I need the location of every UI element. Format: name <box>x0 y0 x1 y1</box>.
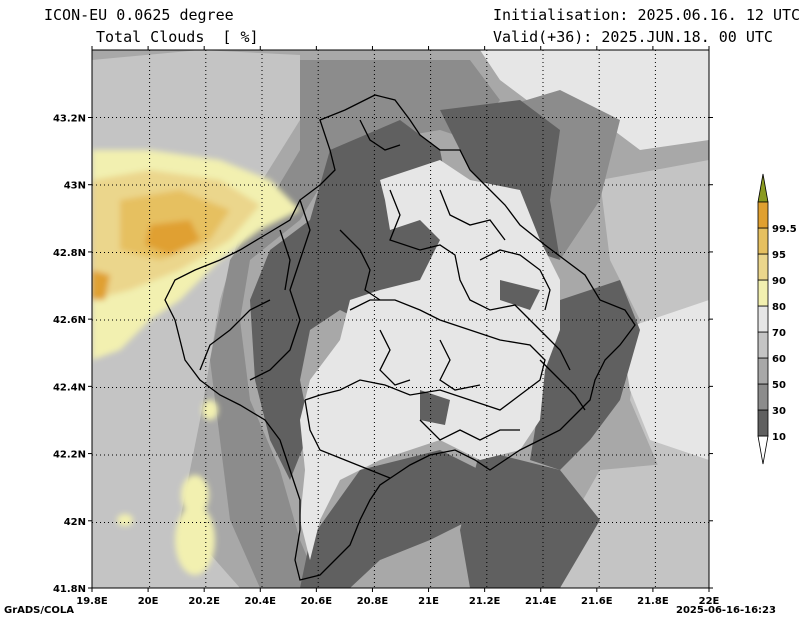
x-tick-label: 20.6E <box>301 596 333 607</box>
x-tick-label: 20.8E <box>357 596 389 607</box>
x-tick-label: 22E <box>699 596 720 607</box>
colorbar-bottom-arrow <box>757 435 769 465</box>
colorbar-swatch <box>757 409 769 437</box>
x-tick-label: 20.2E <box>188 596 220 607</box>
colorbar-label: 30 <box>772 406 786 417</box>
colorbar-label: 90 <box>772 276 786 287</box>
country-borders <box>164 94 636 581</box>
colorbar-label: 60 <box>772 354 786 365</box>
x-tick-label: 21.6E <box>581 596 613 607</box>
y-axis: 43.2N 43N 42.8N 42.6N 42.4N 42.2N 42N 41.8N <box>53 114 713 595</box>
y-tick-label: 42.8N <box>53 248 86 259</box>
colorbar-label: 99.5 <box>772 224 797 235</box>
x-tick-label: 20E <box>138 596 159 607</box>
colorbar-label: 10 <box>772 432 786 443</box>
colorbar-label: 80 <box>772 302 786 313</box>
footer-right: 2025-06-16-16:23 <box>676 605 776 616</box>
colorbar-swatch <box>757 253 769 281</box>
colorbar-swatch <box>757 279 769 307</box>
y-tick-label: 42.2N <box>53 450 86 461</box>
y-tick-label: 43N <box>64 181 86 192</box>
x-tick-label: 21.8E <box>637 596 669 607</box>
grid-lines <box>92 50 709 588</box>
y-tick-label: 41.8N <box>53 584 86 595</box>
colorbar-swatch <box>757 331 769 359</box>
x-tick-label: 20.4E <box>245 596 277 607</box>
variable-title: Total Clouds [ %] <box>96 28 259 46</box>
y-tick-label: 42N <box>64 517 86 528</box>
valid-time: Valid(+36): 2025.JUN.18. 00 UTC <box>493 28 773 46</box>
colorbar-label: 95 <box>772 250 786 261</box>
colorbar-label: 70 <box>772 328 786 339</box>
x-tick-label: 21.4E <box>525 596 557 607</box>
cloud-field <box>92 50 709 588</box>
init-time: Initialisation: 2025.06.16. 12 UTC <box>493 6 800 24</box>
colorbar-swatch <box>757 305 769 333</box>
colorbar-swatch <box>757 357 769 385</box>
x-tick-label: 21E <box>418 596 439 607</box>
x-tick-label: 19.8E <box>76 596 108 607</box>
colorbar-label: 50 <box>772 380 786 391</box>
colorbar-swatch <box>757 227 769 255</box>
y-tick-label: 43.2N <box>53 114 86 125</box>
model-title: ICON-EU 0.0625 degree <box>44 6 234 24</box>
x-axis: 19.8E 20E 20.2E 20.4E 20.6E 20.8E 21E 21.2E 21.4… <box>76 46 720 607</box>
colorbar-swatch <box>757 383 769 411</box>
colorbar: 10 30 50 60 70 80 90 95 99.5 <box>757 173 797 465</box>
x-tick-label: 21.2E <box>469 596 501 607</box>
footer-left: GrADS/COLA <box>4 605 74 616</box>
y-tick-label: 42.6N <box>53 315 86 326</box>
y-tick-label: 42.4N <box>53 382 86 393</box>
colorbar-top-arrow <box>757 173 769 203</box>
colorbar-swatch <box>757 201 769 229</box>
